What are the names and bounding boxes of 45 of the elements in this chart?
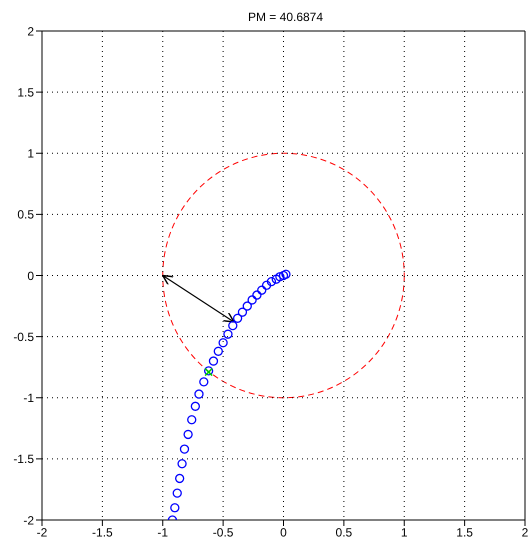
x-tick-label: 1 — [400, 526, 408, 540]
point — [247, 295, 257, 305]
point — [194, 389, 204, 399]
x-tick-label: -1.5 — [92, 526, 114, 540]
point — [172, 488, 182, 498]
point — [214, 346, 223, 356]
y-tick-label: -1.5 — [13, 452, 34, 466]
point — [281, 270, 291, 279]
point — [170, 503, 180, 512]
y-tick-label: -2 — [23, 513, 34, 528]
x-tick-label: 0 — [280, 526, 288, 540]
point — [218, 338, 228, 348]
x-tick-label: 2 — [522, 526, 528, 540]
point — [183, 430, 193, 440]
point — [177, 459, 187, 468]
point — [208, 356, 218, 366]
point — [262, 280, 272, 290]
x-tick-label: -1 — [157, 526, 168, 540]
y-tick-label: 2 — [27, 24, 34, 38]
point — [190, 402, 200, 411]
point — [232, 314, 242, 323]
x-tick-label: -2 — [36, 526, 48, 540]
point — [257, 286, 266, 295]
point — [252, 290, 262, 300]
y-tick-label: -1 — [23, 391, 34, 406]
point — [266, 276, 276, 286]
point — [199, 377, 208, 387]
y-tick-label: 1 — [27, 146, 34, 161]
point — [228, 320, 238, 330]
chart-title: PM = 40.6874 — [246, 10, 324, 24]
point — [175, 474, 184, 484]
y-tick-label: 0 — [27, 268, 34, 283]
point — [223, 330, 233, 339]
y-tick-label: 0.5 — [17, 208, 34, 222]
point — [180, 444, 190, 454]
point — [272, 274, 281, 284]
point — [242, 301, 252, 311]
point — [275, 272, 285, 282]
y-tick-label: 1.5 — [17, 85, 34, 100]
y-tick-label: -0.5 — [13, 330, 34, 344]
point — [238, 308, 248, 317]
x-tick-label: -0.5 — [212, 526, 234, 540]
point — [187, 415, 196, 424]
x-tick-label: 1.5 — [456, 526, 474, 540]
x-tick-label: 0.5 — [336, 526, 353, 540]
